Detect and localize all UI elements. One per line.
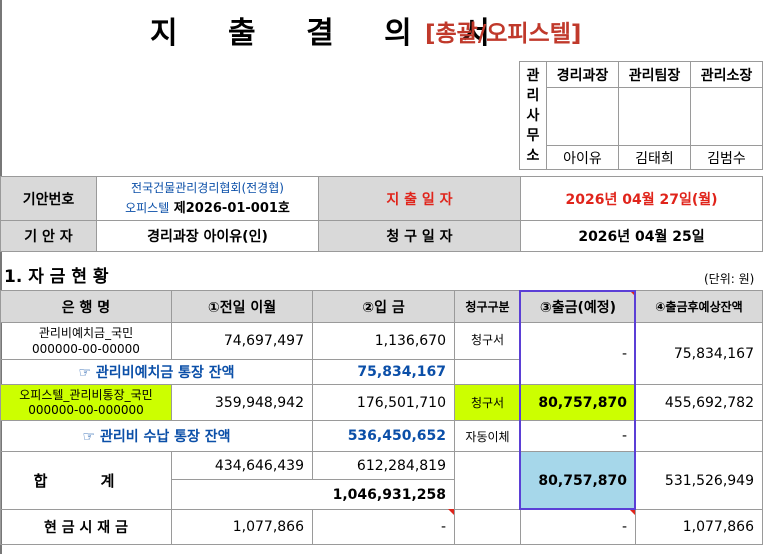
col-header-withdraw: ③출금(예정) <box>520 290 636 323</box>
draft-no-prefix: 오피스텔 <box>125 201 170 215</box>
approval-sign-2[interactable] <box>618 87 691 146</box>
row1-claim-type: 청구서 <box>454 322 521 360</box>
draft-no-line1: 전국건물관리경리협회(전경협) <box>131 181 284 195</box>
sum-balance: 531,526,949 <box>635 451 763 510</box>
sum-claim-type <box>454 451 521 510</box>
section-title: 1. 자 금 현 황 <box>4 267 109 287</box>
document-title: 지 출 결 의 서 <box>150 16 510 51</box>
approval-sign-1[interactable] <box>546 87 619 146</box>
cash-claim-type <box>454 509 521 545</box>
row2-total-label: ☞ 관리비 수납 통장 잔액 <box>0 420 313 452</box>
row2-bank: 오피스텔_관리비통장_국민 000000-00-000000 <box>0 384 172 421</box>
row2-prev: 359,948,942 <box>171 384 313 421</box>
approval-name-3: 김범수 <box>690 145 763 170</box>
row2-withdraw: 80,757,870 <box>520 384 636 421</box>
row2-balance: 455,692,782 <box>635 384 763 421</box>
sum-prev: 434,646,439 <box>171 451 313 480</box>
sum-deposit: 612,284,819 <box>312 451 455 480</box>
col-header-claim-type: 청구구분 <box>454 290 521 323</box>
cash-balance: 1,077,866 <box>635 509 763 545</box>
cash-deposit: - <box>312 509 455 545</box>
claim-date-value: 2026년 04월 25일 <box>520 220 763 252</box>
claim-date-label: 청 구 일 자 <box>318 220 521 252</box>
cash-label: 현 금 시 재 금 <box>0 509 172 545</box>
approval-side-label: 관 리 사 무 소 <box>519 61 547 170</box>
row1-total-label: ☞ 관리비예치금 통장 잔액 <box>0 359 313 385</box>
row1-withdraw: - <box>520 322 636 385</box>
row1-deposit: 1,136,670 <box>312 322 455 360</box>
cash-withdraw: - <box>520 509 636 545</box>
approval-role-3: 관리소장 <box>690 61 763 88</box>
col-header-deposit: ②입 금 <box>312 290 455 323</box>
document-subtitle: [총괄/오피스텔] <box>425 21 582 47</box>
row2-total-value: 536,450,652 <box>312 420 455 452</box>
pay-date-label: 지 출 일 자 <box>318 176 521 221</box>
left-border <box>0 0 2 554</box>
row1-balance: 75,834,167 <box>635 322 763 385</box>
pay-date-value: 2026년 04월 27일(월) <box>520 176 763 221</box>
row1-total-value: 75,834,167 <box>312 359 455 385</box>
col-header-prev: ①전일 이월 <box>171 290 313 323</box>
col-header-balance: ④출금후예상잔액 <box>635 290 763 323</box>
approval-name-2: 김태희 <box>618 145 691 170</box>
sum-withdraw: 80,757,870 <box>520 451 636 510</box>
row2-deposit: 176,501,710 <box>312 384 455 421</box>
approval-sign-3[interactable] <box>690 87 763 146</box>
cash-prev: 1,077,866 <box>171 509 313 545</box>
row1-prev: 74,697,497 <box>171 322 313 360</box>
draft-no-label: 기안번호 <box>0 176 97 221</box>
approval-role-2: 관리팀장 <box>618 61 691 88</box>
comment-marker <box>629 509 635 515</box>
row2-total-withdraw: - <box>520 420 636 452</box>
draft-no-number: 제2026-01-001호 <box>169 201 290 216</box>
sum-combined: 1,046,931,258 <box>171 479 455 510</box>
row1-bank: 관리비예치금_국민 000000-00-00000 <box>0 322 172 360</box>
col-header-bank: 은 행 명 <box>0 290 172 323</box>
row2-claim-type: 청구서 <box>454 384 521 421</box>
draft-no-value: 전국건물관리경리협회(전경협) 오피스텔 제2026-01-001호 <box>96 176 319 221</box>
comment-marker <box>448 509 454 515</box>
row1-total-claim-type <box>454 359 521 385</box>
unit-label: (단위: 원) <box>704 272 755 286</box>
comment-marker <box>629 290 635 296</box>
sum-label: 합 계 <box>0 451 172 510</box>
row2-total-balance <box>635 420 763 452</box>
row2-total-claim-type: 자동이체 <box>454 420 521 452</box>
drafter-value: 경리과장 아이유(인) <box>96 220 319 252</box>
approval-name-1: 아이유 <box>546 145 619 170</box>
approval-role-1: 경리과장 <box>546 61 619 88</box>
drafter-label: 기 안 자 <box>0 220 97 252</box>
